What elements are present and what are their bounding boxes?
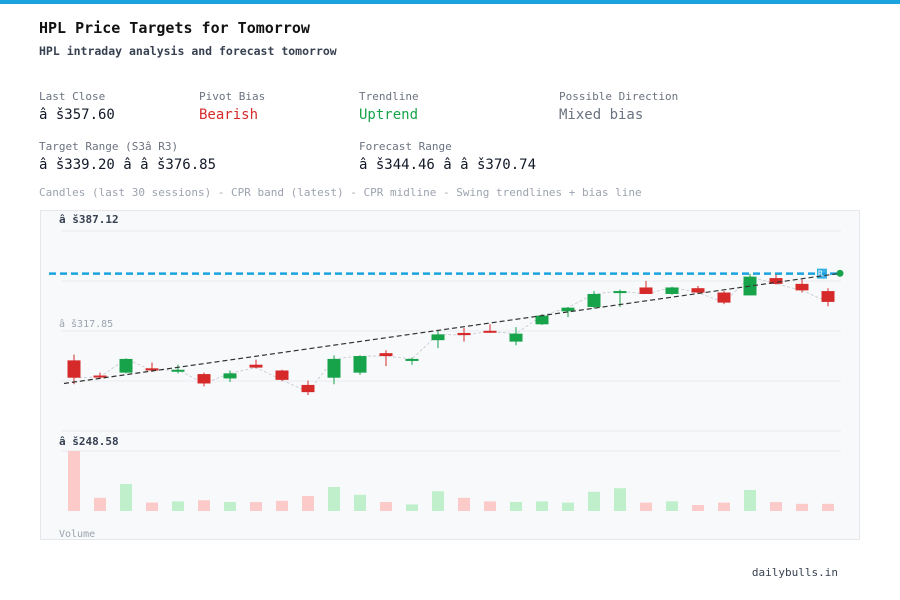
candle-body <box>639 287 653 294</box>
volume-bar <box>510 502 522 511</box>
candle-body <box>509 333 523 342</box>
price-label-low: â š248.58 <box>59 435 119 448</box>
stat-label: Pivot Bias <box>199 90 266 103</box>
volume-bar <box>458 497 470 511</box>
volume-bar <box>822 503 834 511</box>
price-label-high: â š387.12 <box>59 213 119 226</box>
stat-trendline: Trendline Uptrend <box>359 90 419 123</box>
volume-bar <box>770 502 782 511</box>
volume-bar <box>718 502 730 511</box>
page-title: HPL Price Targets for Tomorrow <box>39 19 310 37</box>
candle-body <box>197 374 211 384</box>
candle-body <box>379 353 393 357</box>
swing-trendline <box>63 272 841 385</box>
volume-bar <box>484 501 496 511</box>
stat-value: Uptrend <box>359 107 419 123</box>
stat-target-range: Target Range (S3â R3) â š339.20 â â š376… <box>39 140 216 173</box>
candle-body <box>691 288 705 293</box>
volume-bar <box>406 504 418 511</box>
volume-bar <box>172 501 184 511</box>
volume-bar <box>562 502 574 511</box>
volume-bar <box>380 502 392 511</box>
candle-body <box>665 287 679 294</box>
volume-bar <box>354 494 366 511</box>
volume-bar <box>276 500 288 511</box>
candle-body <box>717 292 731 303</box>
candle-body <box>431 334 445 341</box>
stat-pivot-bias: Pivot Bias Bearish <box>199 90 265 123</box>
stat-last-close: Last Close â š357.60 <box>39 90 115 123</box>
volume-bar <box>68 451 80 511</box>
volume-bar <box>432 491 444 511</box>
candle-body <box>249 364 263 368</box>
stat-label: Target Range (S3â R3) <box>39 140 179 153</box>
stat-value: Bearish <box>199 107 259 123</box>
volume-bar <box>640 502 652 511</box>
volume-bar <box>666 501 678 511</box>
volume-bar <box>744 490 756 511</box>
volume-bar <box>692 505 704 511</box>
candle-body <box>275 370 289 380</box>
stat-forecast-range: Forecast Range â š344.46 â â š370.74 <box>359 140 536 173</box>
candle-body <box>171 369 185 372</box>
volume-bar <box>328 487 340 511</box>
volume-bar <box>146 502 158 511</box>
chart-caption: Candles (last 30 sessions) - CPR band (l… <box>39 186 642 199</box>
chart-panel: â š387.12 â š317.85 â š248.58 R Volume <box>40 210 860 540</box>
candle-body <box>821 291 835 302</box>
cpr-tag-label: R <box>818 270 823 279</box>
candle-body <box>769 278 783 284</box>
volume-bar <box>614 488 626 511</box>
volume-bar <box>198 500 210 511</box>
stat-possible-direction: Possible Direction Mixed bias <box>559 90 678 123</box>
candlestick-chart: â š387.12 â š317.85 â š248.58 R Volume <box>49 213 844 540</box>
candle-body <box>145 368 159 371</box>
stat-value: Mixed bias <box>559 107 644 123</box>
stat-label: Last Close <box>39 90 106 103</box>
candle-body <box>405 358 419 361</box>
stat-label: Trendline <box>359 90 419 103</box>
cpr-tag-box <box>817 268 827 279</box>
volume-bar <box>250 502 262 511</box>
candle-body <box>587 293 601 307</box>
candle-body <box>483 330 497 333</box>
volume-bar <box>536 501 548 511</box>
close-connector-line <box>73 276 829 393</box>
candle-body <box>67 360 81 378</box>
volume-bar <box>94 497 106 511</box>
candle-body <box>795 283 809 291</box>
candle-body <box>535 315 549 325</box>
stat-value: â š357.60 <box>39 107 115 123</box>
trendline-end-dot <box>836 269 844 277</box>
stat-label: Forecast Range <box>359 140 452 153</box>
candle-body <box>561 307 575 312</box>
volume-bar <box>302 496 314 511</box>
volume-bar <box>796 503 808 511</box>
candle-body <box>327 358 341 378</box>
price-label-mid: â š317.85 <box>59 318 113 330</box>
volume-bar <box>588 491 600 511</box>
volume-bar <box>120 484 132 511</box>
accent-top-bar <box>0 0 900 4</box>
volume-label: Volume <box>59 529 95 540</box>
stat-label: Possible Direction <box>559 90 679 103</box>
candle-body <box>613 291 627 294</box>
candle-body <box>353 356 367 373</box>
stat-value: â š339.20 â â š376.85 <box>39 157 217 173</box>
candle-body <box>93 375 107 378</box>
candle-body <box>119 358 133 373</box>
page-subtitle: HPL intraday analysis and forecast tomor… <box>39 44 337 58</box>
stat-value: â š344.46 â â š370.74 <box>359 157 537 173</box>
footer-brand: dailybulls.in <box>751 566 838 579</box>
candle-body <box>301 384 315 393</box>
candle-body <box>223 373 237 379</box>
volume-bar <box>224 502 236 511</box>
candle-body <box>457 332 471 336</box>
